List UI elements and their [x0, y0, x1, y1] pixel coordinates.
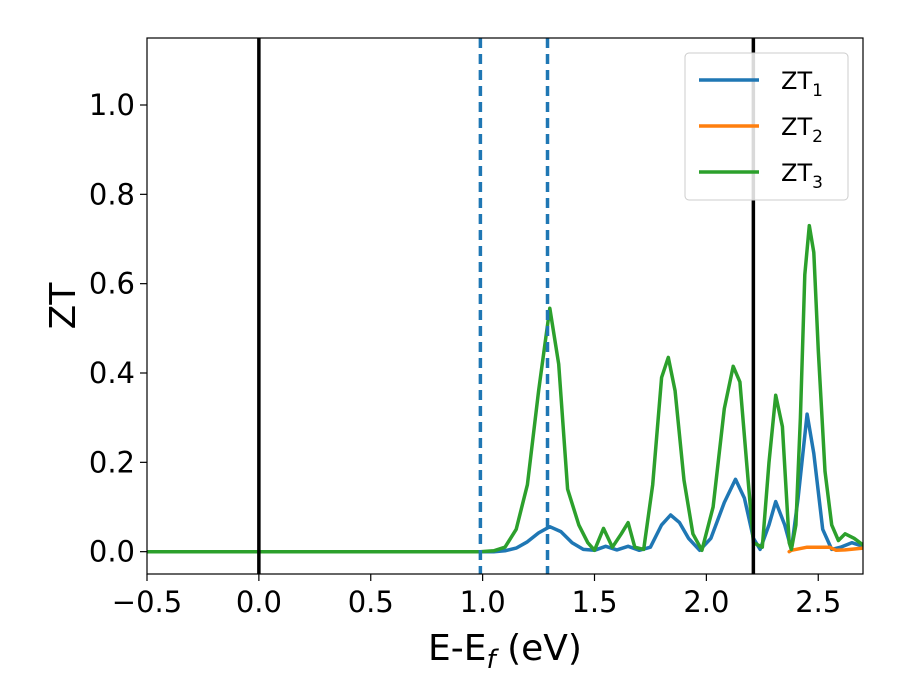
x-axis-label-main: E-E	[428, 628, 486, 669]
x-axis-label: E-Ef (eV)	[428, 628, 582, 675]
x-tick-label: 0.0	[236, 585, 282, 619]
y-tick-label: 0.0	[89, 535, 135, 569]
legend-label-1: ZT1	[781, 67, 823, 101]
ticks-layer: −0.5 0.0 0.5 1.0 1.5 2.0 2.5 0.0 0.2 0.4 0.6 0.8 1.0	[89, 88, 841, 619]
y-tick-label: 0.2	[89, 445, 135, 479]
x-tick-label: −0.5	[112, 585, 182, 619]
x-tick-label: 2.0	[683, 585, 729, 619]
vertical-lines-layer	[257, 38, 756, 574]
series-layer	[147, 223, 863, 554]
legend-box	[684, 52, 849, 201]
y-tick-label: 0.4	[89, 356, 135, 390]
legend-label-3: ZT3	[781, 159, 823, 193]
series-line-3	[147, 223, 863, 554]
x-tick-label: 1.0	[460, 585, 506, 619]
x-tick-label: 0.5	[348, 585, 394, 619]
y-tick-label: 0.8	[89, 177, 135, 211]
x-tick-label: 2.5	[795, 585, 841, 619]
legend-label-2: ZT2	[781, 113, 823, 147]
legend: ZT1 ZT2 ZT3	[684, 52, 849, 201]
series-line-1	[147, 412, 863, 554]
series-line-2	[787, 545, 863, 554]
y-tick-label: 0.6	[89, 267, 135, 301]
y-axis-label: ZT	[43, 282, 84, 330]
y-tick-label: 1.0	[89, 88, 135, 122]
plot-frame	[146, 37, 864, 575]
x-tick-label: 1.5	[571, 585, 617, 619]
x-axis-label-unit: (eV)	[496, 628, 582, 669]
